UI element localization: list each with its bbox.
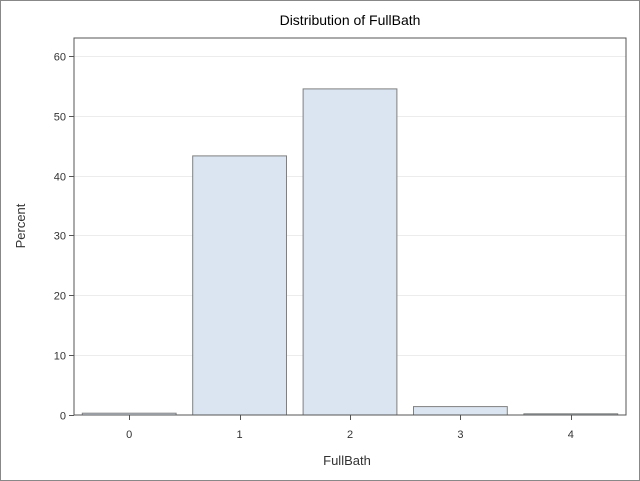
y-tick-label: 10 <box>54 351 66 363</box>
x-tick-label: 4 <box>568 429 574 441</box>
y-tick-label: 50 <box>54 112 66 124</box>
y-tick-label: 20 <box>54 291 66 303</box>
y-axis-label: Percent <box>13 203 28 248</box>
chart-title: Distribution of FullBath <box>280 12 421 28</box>
y-tick-label: 30 <box>54 231 66 243</box>
x-tick-label: 1 <box>237 429 243 441</box>
y-tick-label: 40 <box>54 172 66 184</box>
bars <box>81 88 619 416</box>
x-tick-label: 3 <box>457 429 463 441</box>
x-tick-label: 0 <box>126 429 132 441</box>
x-axis: 0 1 2 3 4 <box>126 415 574 441</box>
bar-1 <box>192 155 287 416</box>
y-tick-label: 60 <box>54 52 66 64</box>
y-axis: 0 10 20 30 40 50 60 <box>54 52 74 423</box>
bar-3 <box>413 406 508 416</box>
y-tick-label: 0 <box>60 411 66 423</box>
x-tick-label: 2 <box>347 429 353 441</box>
x-axis-label: FullBath <box>323 453 371 468</box>
bar-2 <box>302 88 398 416</box>
